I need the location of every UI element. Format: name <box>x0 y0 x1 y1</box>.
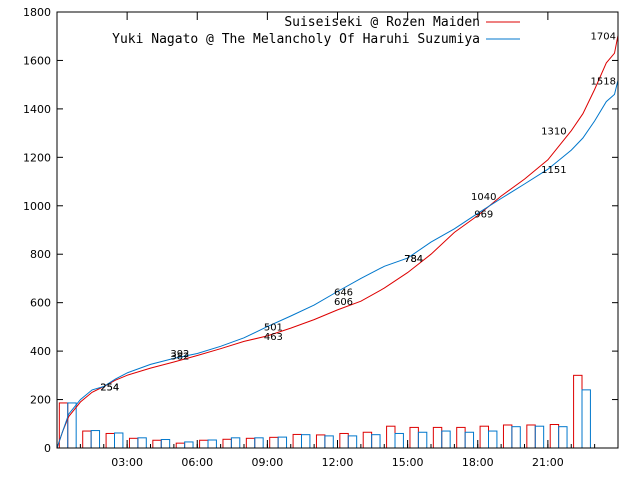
data-label: 1704 <box>591 31 616 42</box>
hourly-bar <box>488 430 498 449</box>
y-tick-label: 1200 <box>23 151 51 164</box>
y-tick-label: 600 <box>30 297 51 310</box>
hourly-bar <box>245 437 256 449</box>
legend: Suiseiseki @ Rozen Maiden Yuki Nagato @ … <box>112 15 520 47</box>
y-tick-label: 200 <box>30 394 51 407</box>
data-label: 501 <box>264 323 283 334</box>
hourly-bar <box>277 436 288 449</box>
hourly-bar <box>339 432 349 449</box>
hourly-bar <box>394 432 404 449</box>
y-tick-label: 800 <box>30 248 51 261</box>
hourly-bar <box>479 425 490 449</box>
hourly-bar <box>105 432 116 449</box>
hourly-bars <box>58 374 591 449</box>
data-label: 1310 <box>541 127 566 138</box>
y-tick-label: 1400 <box>23 103 51 116</box>
data-label: 1518 <box>591 76 616 87</box>
hourly-bar <box>292 433 303 449</box>
yuki-nagato-line <box>56 80 619 449</box>
hourly-bar <box>324 435 334 449</box>
x-tick-label: 06:00 <box>181 456 213 469</box>
data-label: 784 <box>404 254 423 265</box>
hourly-bar <box>549 424 560 449</box>
data-label: 1040 <box>471 192 496 203</box>
hourly-bar <box>456 426 466 449</box>
x-tick-label: 12:00 <box>322 456 354 469</box>
y-tick-label: 1000 <box>23 200 51 213</box>
hourly-bar <box>409 426 419 449</box>
legend-label-suiseiseki: Suiseiseki @ Rozen Maiden <box>284 15 480 30</box>
hourly-bar <box>207 439 217 449</box>
data-label: 1151 <box>541 165 566 176</box>
hourly-bar <box>199 439 209 449</box>
hourly-bar <box>558 426 568 449</box>
data-label: 254 <box>100 382 119 393</box>
cumulative-lines <box>56 35 619 449</box>
hourly-bar <box>269 436 279 449</box>
hourly-bar <box>315 434 326 449</box>
hourly-bar <box>464 431 475 449</box>
hourly-bar <box>386 425 396 449</box>
axis-ticks: 0 200 400 600 800 1000 1200 1400 1600 1800 03:00 06… <box>23 6 619 469</box>
data-label: 969 <box>474 209 493 220</box>
data-label: 606 <box>334 297 353 308</box>
hourly-bar <box>254 437 264 449</box>
hourly-bar <box>526 424 536 449</box>
hourly-bar <box>175 442 186 449</box>
data-label: 784 <box>404 254 423 265</box>
hourly-bar <box>152 439 162 449</box>
hourly-bar <box>184 441 194 449</box>
data-label: 392 <box>170 349 189 360</box>
hourly-bar <box>160 439 171 449</box>
hourly-bar <box>90 430 101 449</box>
y-tick-label: 0 <box>44 442 51 455</box>
hourly-bar <box>137 437 147 449</box>
hourly-bar <box>573 374 583 449</box>
legend-label-yuki-nagato: Yuki Nagato @ The Melancholy Of Haruhi S… <box>112 32 480 47</box>
hourly-bar <box>581 389 591 449</box>
x-tick-label: 18:00 <box>462 456 494 469</box>
hourly-bar <box>222 438 232 449</box>
hourly-bar <box>432 426 443 449</box>
hourly-bar <box>534 425 545 449</box>
x-tick-label: 03:00 <box>111 456 143 469</box>
y-tick-label: 1600 <box>23 54 51 67</box>
hourly-bar <box>502 424 513 449</box>
hourly-bar <box>347 435 358 449</box>
data-labels: 2543824636067841040131017042543925016467… <box>100 31 616 393</box>
hourly-bar <box>58 402 69 449</box>
hourly-bar <box>301 434 311 449</box>
hourly-bar <box>82 430 92 449</box>
hourly-bar <box>114 432 124 449</box>
hourly-bar <box>362 431 373 449</box>
x-tick-label: 21:00 <box>532 456 564 469</box>
data-label: 254 <box>100 382 119 393</box>
data-label: 646 <box>334 288 353 299</box>
x-tick-label: 15:00 <box>392 456 424 469</box>
data-label: 382 <box>170 351 189 362</box>
x-tick-label: 09:00 <box>252 456 284 469</box>
hourly-bar <box>417 431 428 449</box>
hourly-bar <box>371 434 381 449</box>
y-tick-label: 400 <box>30 345 51 358</box>
data-label: 463 <box>264 332 283 343</box>
plot-frame <box>56 11 619 449</box>
y-tick-label: 1800 <box>23 6 51 19</box>
hourly-bar <box>441 430 451 449</box>
hourly-bar <box>511 426 521 449</box>
hourly-bar <box>230 437 241 449</box>
suiseiseki-line <box>56 35 619 449</box>
hourly-bar <box>128 437 139 449</box>
